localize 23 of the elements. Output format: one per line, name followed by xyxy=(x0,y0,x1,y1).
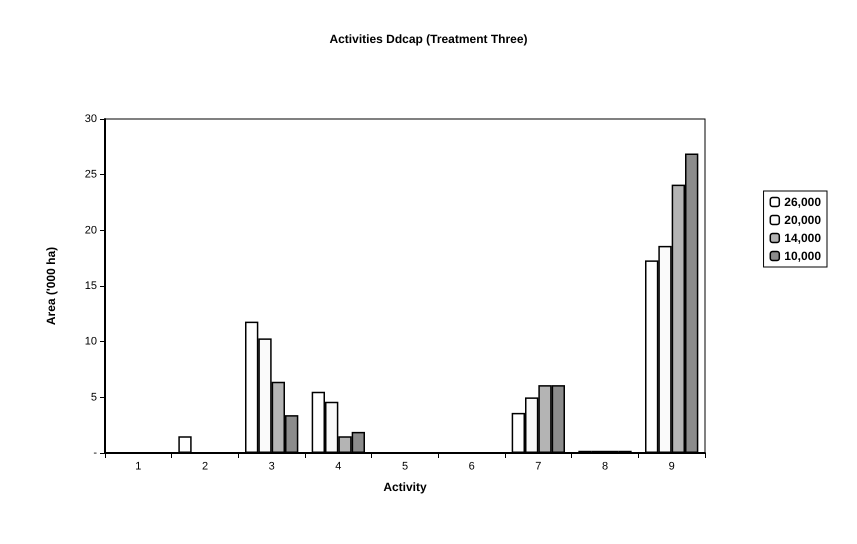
y-tick-label: 20 xyxy=(84,224,97,236)
x-tick-label: 8 xyxy=(602,460,608,472)
legend-label: 20,000 xyxy=(784,213,822,227)
legend-label: 26,000 xyxy=(784,195,822,209)
x-tick-label: 6 xyxy=(468,460,475,472)
legend-label: 14,000 xyxy=(784,231,822,245)
x-tick-label: 7 xyxy=(535,460,542,472)
x-tick-label: 2 xyxy=(202,460,208,472)
x-tick-label: 4 xyxy=(335,460,342,472)
y-tick-label: 25 xyxy=(84,168,97,181)
chart-title: Activities Ddcap (Treatment Three) xyxy=(329,32,528,46)
x-tick-label: 5 xyxy=(402,460,408,472)
y-tick-label: 10 xyxy=(84,336,97,348)
x-tick-label: 3 xyxy=(268,460,275,472)
x-axis-title: Activity xyxy=(383,480,427,494)
x-tick-label: 1 xyxy=(135,460,142,472)
x-tick-label: 9 xyxy=(668,460,675,472)
y-axis-title: Area ('000 ha) xyxy=(44,246,58,326)
legend-label: 10,000 xyxy=(784,249,822,263)
y-tick-label: 5 xyxy=(90,391,97,404)
y-tick-label: - xyxy=(93,447,98,459)
y-tick-label: 30 xyxy=(84,113,97,125)
y-tick-label: 15 xyxy=(84,280,97,292)
